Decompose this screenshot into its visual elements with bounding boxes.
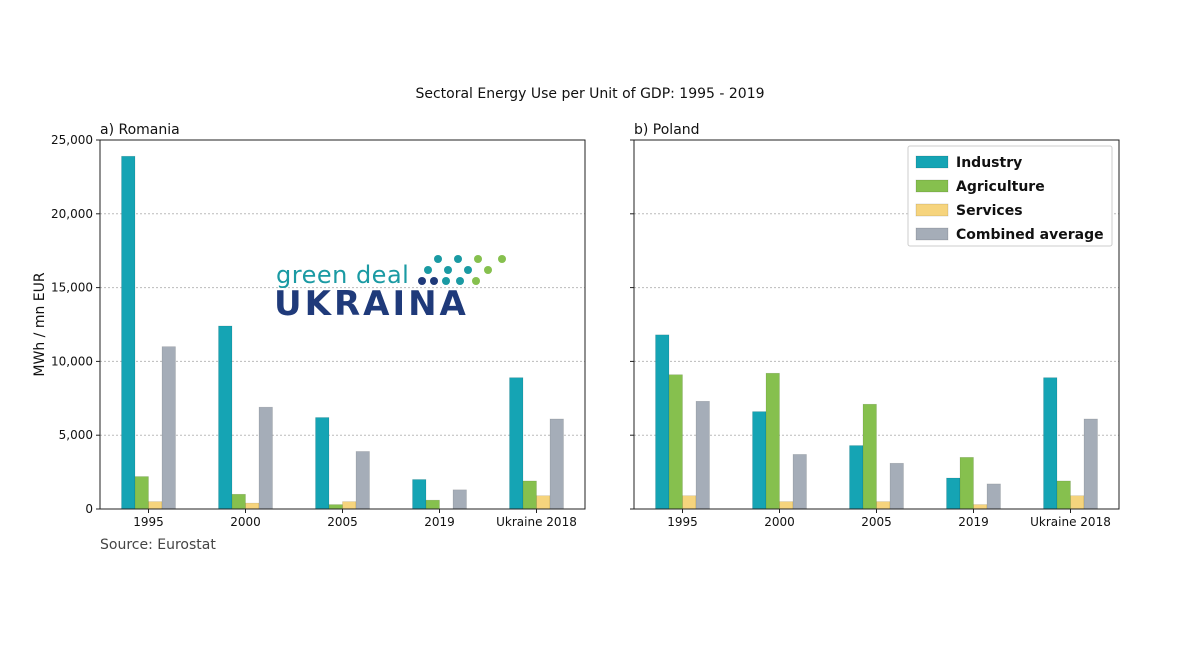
bar-poland-agriculture-1995 bbox=[668, 374, 683, 510]
bar-romania-industry-1995 bbox=[121, 155, 136, 510]
bar-romania-agriculture-1995 bbox=[134, 476, 149, 510]
legend-label: Combined average bbox=[956, 227, 1104, 243]
bar-romania-agriculture-2005 bbox=[328, 504, 343, 510]
legend-swatch bbox=[915, 155, 949, 169]
bar-poland-combined-average-2005 bbox=[889, 462, 904, 510]
bar-romania-services-2000 bbox=[245, 502, 260, 510]
y-tick-label: 20,000 bbox=[51, 207, 93, 221]
bar-poland-combined-average-2019 bbox=[986, 483, 1001, 510]
green-deal-ukraina-logo: green deal UKRAINA bbox=[274, 250, 514, 330]
legend-swatch bbox=[915, 203, 949, 217]
y-tick-label: 5,000 bbox=[59, 428, 93, 442]
bar-romania-industry-ukraine-2018 bbox=[509, 377, 524, 510]
bar-romania-services-1995 bbox=[148, 501, 163, 510]
bar-romania-combined-average-2005 bbox=[355, 451, 370, 510]
bar-poland-agriculture-ukraine-2018 bbox=[1056, 480, 1071, 510]
bar-poland-industry-1995 bbox=[655, 334, 670, 510]
x-tick-label: 2005 bbox=[861, 515, 892, 529]
legend-label: Services bbox=[956, 203, 1023, 219]
bar-poland-industry-2000 bbox=[752, 411, 767, 510]
legend-swatch bbox=[915, 227, 949, 241]
bar-romania-combined-average-2000 bbox=[258, 406, 273, 510]
bar-romania-agriculture-2019 bbox=[425, 499, 440, 510]
bar-poland-industry-2019 bbox=[946, 477, 961, 510]
x-tick-label: 1995 bbox=[133, 515, 164, 529]
y-tick-label: 10,000 bbox=[51, 354, 93, 368]
logo-dots-icon bbox=[418, 255, 506, 285]
legend-box bbox=[907, 145, 1113, 247]
legend-label: Agriculture bbox=[956, 179, 1045, 195]
bar-poland-services-2000 bbox=[779, 501, 794, 510]
bar-poland-services-ukraine-2018 bbox=[1070, 495, 1085, 510]
panel-title-poland: b) Poland bbox=[634, 122, 700, 138]
x-tick-label: 1995 bbox=[667, 515, 698, 529]
x-tick-label: Ukraine 2018 bbox=[496, 515, 577, 529]
x-tick-label: 2019 bbox=[958, 515, 989, 529]
bar-romania-combined-average-ukraine-2018 bbox=[549, 418, 564, 510]
y-tick-label: 0 bbox=[85, 502, 93, 516]
logo-text-ukraina: UKRAINA bbox=[274, 284, 469, 324]
y-tick-label: 25,000 bbox=[51, 133, 93, 147]
x-tick-label: 2019 bbox=[424, 515, 455, 529]
y-tick-label: 15,000 bbox=[51, 281, 93, 295]
x-tick-label: 2005 bbox=[327, 515, 358, 529]
source-note: Source: Eurostat bbox=[100, 537, 216, 553]
bar-poland-industry-ukraine-2018 bbox=[1043, 377, 1058, 510]
y-axis-label: MWh / mn EUR bbox=[32, 272, 48, 376]
bar-romania-combined-average-2019 bbox=[452, 489, 467, 510]
bar-romania-agriculture-ukraine-2018 bbox=[522, 480, 537, 510]
x-tick-label: Ukraine 2018 bbox=[1030, 515, 1111, 529]
bar-poland-combined-average-2000 bbox=[792, 454, 807, 510]
chart-title: Sectoral Energy Use per Unit of GDP: 199… bbox=[415, 86, 765, 102]
bar-romania-agriculture-2000 bbox=[231, 493, 246, 510]
bar-romania-industry-2000 bbox=[218, 325, 233, 510]
bar-poland-services-2019 bbox=[973, 504, 988, 510]
bar-romania-combined-average-1995 bbox=[161, 346, 176, 510]
bar-poland-combined-average-ukraine-2018 bbox=[1083, 418, 1098, 510]
legend-label: Industry bbox=[956, 155, 1022, 171]
bar-romania-industry-2019 bbox=[412, 479, 427, 510]
bar-poland-services-2005 bbox=[876, 501, 891, 510]
x-tick-label: 2000 bbox=[764, 515, 795, 529]
bar-romania-services-ukraine-2018 bbox=[536, 495, 551, 510]
bar-poland-industry-2005 bbox=[849, 445, 864, 510]
x-tick-label: 2000 bbox=[230, 515, 261, 529]
bar-romania-services-2005 bbox=[342, 501, 357, 510]
bar-poland-combined-average-1995 bbox=[695, 400, 710, 510]
bar-poland-services-1995 bbox=[682, 495, 697, 510]
bar-romania-industry-2005 bbox=[315, 417, 330, 510]
panel-title-romania: a) Romania bbox=[100, 122, 180, 138]
bar-poland-agriculture-2005 bbox=[862, 403, 877, 510]
legend-swatch bbox=[915, 179, 949, 193]
bar-poland-agriculture-2000 bbox=[765, 372, 780, 510]
bar-poland-agriculture-2019 bbox=[959, 457, 974, 510]
logo-text-green-deal: green deal bbox=[276, 261, 410, 289]
